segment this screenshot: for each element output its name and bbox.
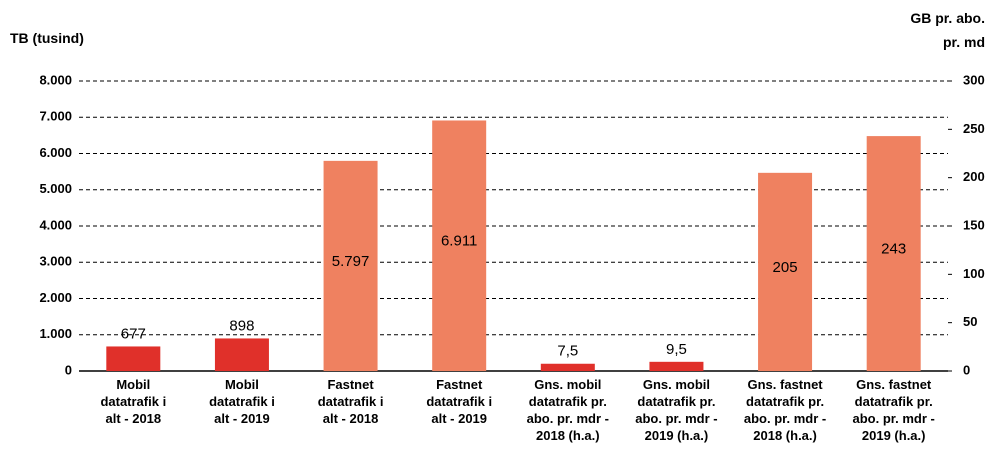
x-tick-label: Gns. fastnet datatrafik pr. abo. pr. mdr… (852, 377, 935, 443)
y2-tick-label: 150 (963, 217, 985, 232)
bar (323, 160, 378, 371)
x-tick-label: Mobil datatrafik i alt - 2019 (209, 377, 275, 426)
value-label: 898 (229, 317, 254, 334)
x-tick-label: Gns. mobil datatrafik pr. abo. pr. mdr -… (526, 377, 609, 443)
value-label: 6.911 (441, 233, 477, 250)
y2-axis-title: GB pr. abo. pr. md (910, 10, 985, 50)
y2-tick-label: 250 (963, 121, 985, 136)
y-axis-title: TB (tusind) (10, 30, 84, 46)
x-tick-label: Gns. mobil datatrafik pr. abo. pr. mdr -… (635, 377, 718, 443)
bar (649, 361, 704, 371)
y2-tick-label: 100 (963, 266, 985, 281)
x-tick-label: Mobil datatrafik i alt - 2018 (100, 377, 167, 426)
value-label: 9,5 (666, 341, 687, 358)
x-tick-label: Fastnet datatrafik i alt - 2019 (426, 377, 493, 426)
y2-tick-label: 0 (963, 362, 970, 377)
x-tick-label: Fastnet datatrafik i alt - 2018 (317, 377, 384, 426)
value-label: 677 (121, 325, 146, 342)
bar (758, 172, 813, 371)
bar (106, 346, 161, 371)
y-tick-label: 4.000 (39, 217, 72, 232)
y-tick-label: 1.000 (39, 326, 72, 341)
y-tick-label: 5.000 (39, 181, 72, 196)
y2-tick-label: 50 (963, 314, 977, 329)
value-label: 7,5 (557, 343, 578, 360)
y-tick-label: 7.000 (39, 109, 72, 124)
y-tick-label: 2.000 (39, 290, 72, 305)
y2-tick-label: 300 (963, 72, 985, 87)
bar (432, 120, 487, 371)
x-tick-label: Gns. fastnet datatrafik pr. abo. pr. mdr… (743, 377, 827, 443)
bar (214, 338, 269, 371)
value-label: 5.797 (332, 253, 370, 270)
y-tick-label: 0 (65, 362, 72, 377)
y-tick-label: 3.000 (39, 254, 72, 269)
value-label: 243 (881, 241, 906, 258)
bar (540, 363, 595, 371)
value-label: 205 (773, 259, 798, 276)
y-tick-label: 6.000 (39, 145, 72, 160)
y-tick-label: 8.000 (39, 72, 72, 87)
y2-tick-label: 200 (963, 169, 985, 184)
bar (866, 136, 921, 371)
